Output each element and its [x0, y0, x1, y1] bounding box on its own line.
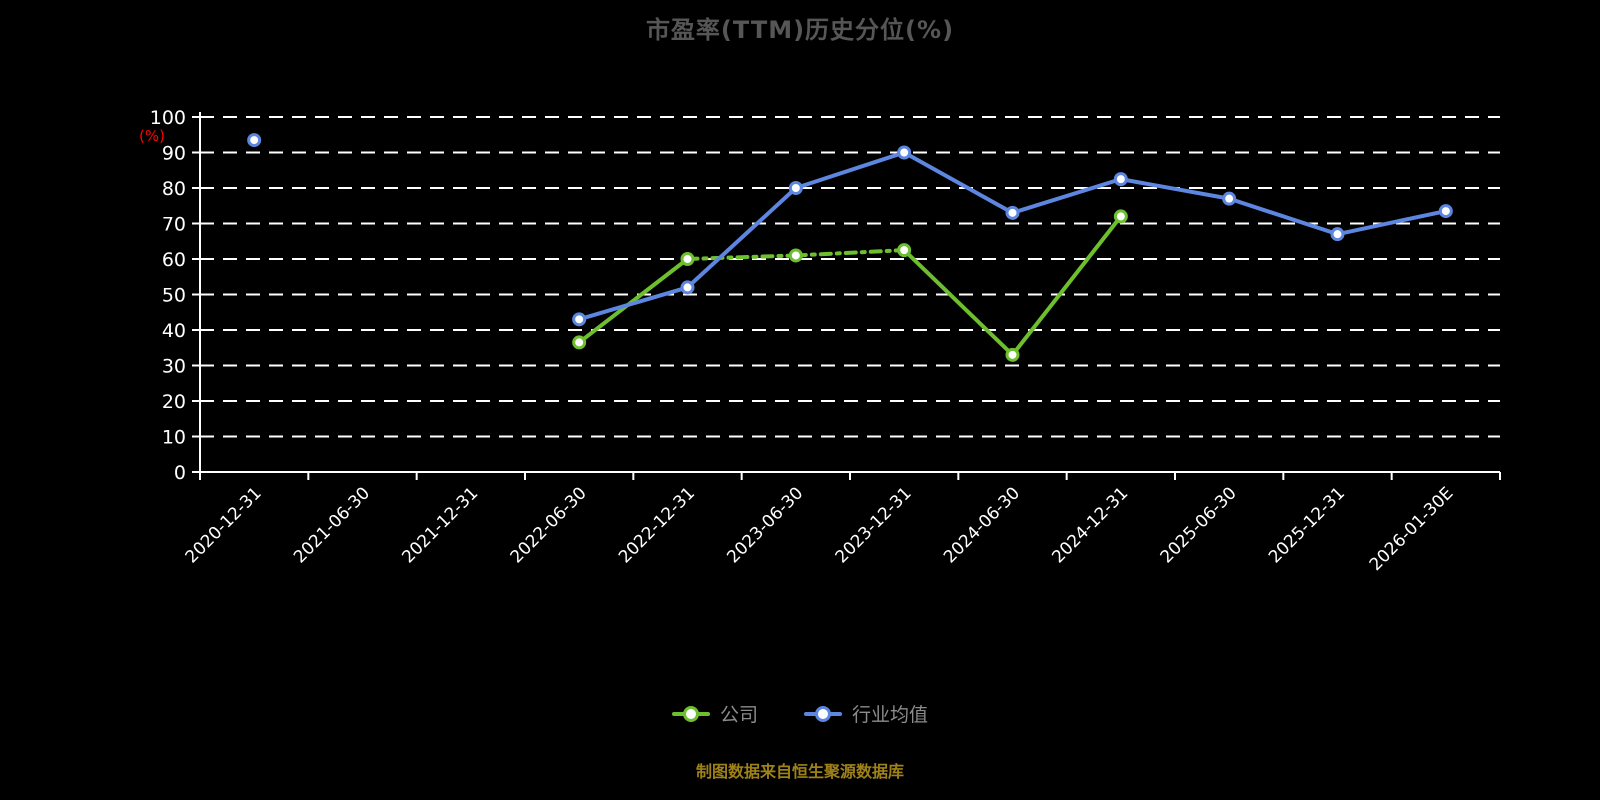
y-tick-label: 40: [162, 320, 186, 342]
y-tick-label: 80: [162, 178, 186, 200]
legend-item-industry[interactable]: 行业均值: [804, 700, 928, 727]
y-tick-label: 90: [162, 143, 186, 165]
x-tick-label: 2024-06-30: [940, 483, 1024, 567]
industry-point: [1113, 172, 1128, 187]
industry-point: [680, 280, 695, 295]
y-tick-label: 20: [162, 391, 186, 413]
x-tick-label: 2023-06-30: [723, 483, 807, 567]
y-tick-label: 30: [162, 356, 186, 378]
x-tick-label: 2025-06-30: [1157, 483, 1241, 567]
industry-line-segment: [1335, 209, 1448, 237]
industry-line-segment: [685, 186, 798, 290]
industry-point: [572, 312, 587, 327]
y-tick-label: 60: [162, 249, 186, 271]
chart-title: 市盈率(TTM)历史分位(%): [645, 16, 955, 44]
industry-line-segment: [1010, 177, 1123, 215]
legend-label-industry: 行业均值: [852, 704, 929, 726]
x-tick-label: 2023-12-31: [832, 483, 916, 567]
industry-line-segment: [1227, 196, 1340, 237]
legend-label-company: 公司: [719, 704, 758, 726]
legend-item-company[interactable]: 公司: [671, 700, 758, 727]
company-line-segment: [902, 248, 1015, 357]
company-point: [1113, 209, 1128, 224]
x-tick-label: 2025-12-31: [1265, 483, 1349, 567]
x-tick-label: 2021-12-31: [398, 483, 482, 567]
y-tick-label: 70: [162, 214, 186, 236]
industry-line-segment: [793, 150, 907, 190]
x-tick-label: 2021-06-30: [290, 483, 374, 567]
y-axis-unit-label: (%): [139, 127, 165, 145]
x-tick-label: 2024-12-31: [1048, 483, 1132, 567]
y-tick-label: 50: [162, 285, 186, 307]
industry-line-segment: [577, 285, 690, 322]
company-point: [788, 248, 803, 263]
industry-point: [1222, 191, 1237, 206]
y-tick-label: 100: [150, 107, 186, 129]
industry-line-segment: [1118, 177, 1232, 201]
x-tick-label: 2026-01-30E: [1366, 483, 1458, 575]
chart-legend: 公司 行业均值: [0, 700, 1600, 727]
industry-point: [897, 145, 912, 160]
company-line-marker-icon: [671, 705, 710, 722]
y-tick-label: 10: [162, 427, 186, 449]
company-line-segment: [685, 253, 798, 261]
industry-line-segment: [902, 150, 1015, 215]
industry-point: [1330, 227, 1345, 242]
company-point: [680, 252, 695, 266]
company-line-segment: [577, 257, 690, 345]
company-line-segment: [793, 248, 907, 258]
company-point: [1005, 347, 1020, 362]
industry-point: [1005, 205, 1020, 220]
y-tick-label: 0: [174, 462, 186, 484]
source-note: 制图数据来自恒生聚源数据库: [695, 762, 904, 781]
company-line-segment: [1010, 214, 1123, 357]
industry-line-marker-icon: [804, 705, 842, 722]
x-tick-label: 2020-12-31: [182, 483, 266, 567]
industry-point: [247, 133, 262, 148]
industry-point: [788, 181, 803, 195]
x-tick-label: 2022-06-30: [507, 483, 591, 567]
industry-point: [1438, 204, 1453, 219]
x-tick-label: 2022-12-31: [615, 483, 699, 567]
company-point: [897, 243, 912, 258]
company-point: [572, 335, 587, 350]
